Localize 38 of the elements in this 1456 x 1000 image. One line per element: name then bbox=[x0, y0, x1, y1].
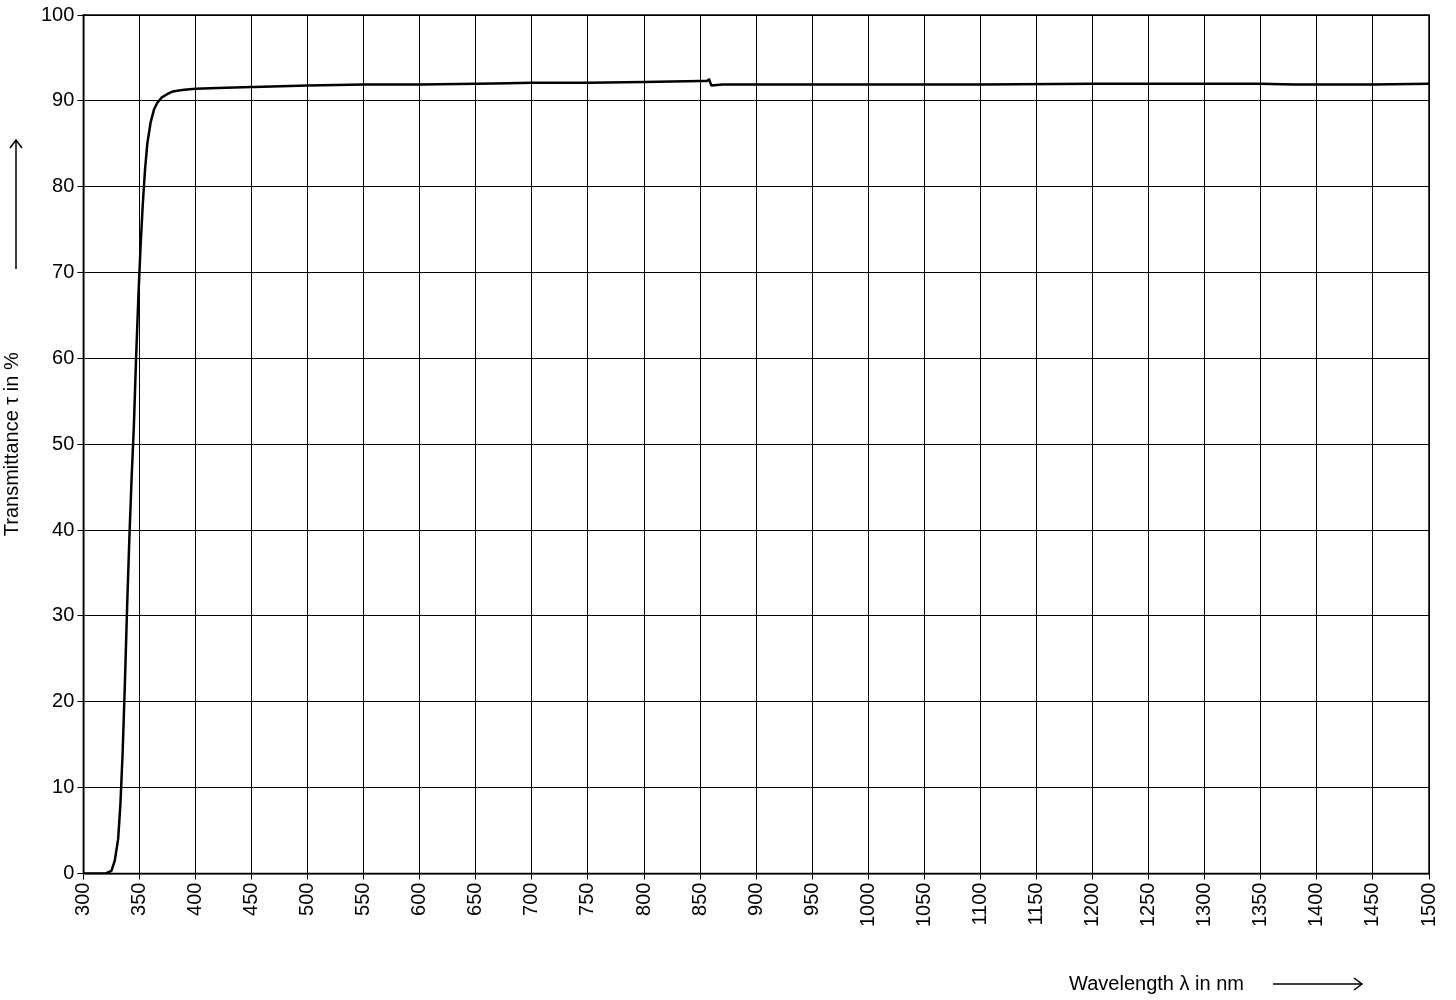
x-tick-label: 1150 bbox=[1024, 882, 1047, 926]
x-tick-label: 900 bbox=[743, 882, 766, 916]
x-tick-label: 550 bbox=[351, 882, 374, 916]
x-tick-label: 750 bbox=[575, 882, 598, 916]
x-tick-label: 1300 bbox=[1192, 882, 1215, 928]
x-tick-label: 1200 bbox=[1080, 882, 1103, 928]
x-tick-label: 1000 bbox=[855, 882, 878, 928]
x-tick-label: 1050 bbox=[911, 882, 934, 928]
x-tick-label: 1400 bbox=[1304, 882, 1327, 928]
x-tick-label: 950 bbox=[799, 882, 822, 916]
x-tick-label: 350 bbox=[126, 882, 149, 916]
y-tick-label: 0 bbox=[63, 861, 75, 884]
y-tick-label: 30 bbox=[52, 603, 75, 626]
y-tick-label: 100 bbox=[40, 2, 75, 25]
y-tick-label: 10 bbox=[52, 775, 75, 798]
x-tick-label: 1450 bbox=[1360, 882, 1383, 928]
y-tick-label: 90 bbox=[52, 88, 75, 111]
x-tick-label: 1100 bbox=[967, 882, 990, 926]
x-tick-label: 400 bbox=[183, 882, 206, 916]
x-axis-title: Wavelength λ in nm bbox=[1069, 971, 1244, 994]
x-tick-label: 650 bbox=[463, 882, 486, 916]
y-tick-label: 40 bbox=[52, 517, 75, 540]
y-tick-label: 60 bbox=[52, 345, 75, 368]
y-tick-label: 50 bbox=[52, 431, 75, 454]
x-tick-label: 800 bbox=[631, 882, 654, 916]
x-tick-label: 600 bbox=[407, 882, 430, 916]
x-tick-label: 450 bbox=[239, 882, 262, 916]
y-axis-title: Transmittance τ in % bbox=[0, 352, 22, 537]
x-tick-label: 300 bbox=[70, 882, 93, 916]
x-tick-label: 1350 bbox=[1248, 882, 1271, 928]
x-tick-label: 850 bbox=[687, 882, 710, 916]
y-tick-label: 80 bbox=[52, 174, 75, 197]
x-tick-label: 500 bbox=[295, 882, 318, 916]
x-tick-label: 1250 bbox=[1136, 882, 1159, 928]
y-tick-label: 70 bbox=[52, 260, 75, 283]
x-tick-label: 1500 bbox=[1416, 882, 1439, 928]
x-tick-label: 700 bbox=[519, 882, 542, 916]
y-tick-label: 20 bbox=[52, 689, 75, 712]
